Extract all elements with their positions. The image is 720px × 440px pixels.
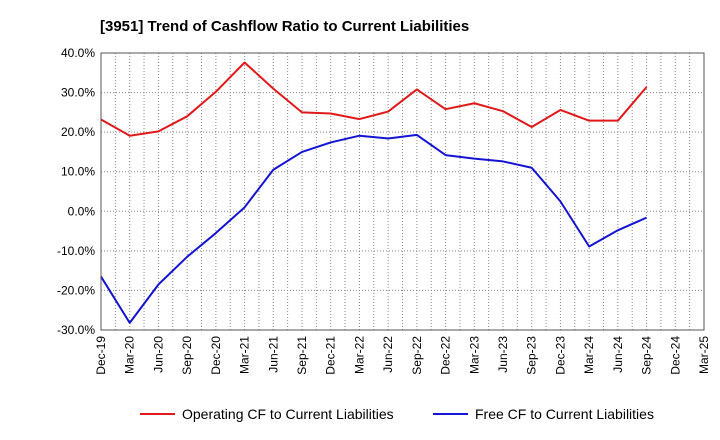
y-tick-label: 40.0%: [61, 46, 95, 60]
y-tick-label: -20.0%: [57, 283, 95, 297]
x-tick-label: Dec-21: [324, 336, 338, 375]
x-axis-ticks: Dec-19 Mar-20 Jun-20 Sep-20 Dec-20 Mar-21 Jun-…: [94, 336, 711, 375]
x-tick-label: Dec-20: [209, 336, 223, 375]
x-tick-label: Mar-23: [467, 336, 481, 374]
y-tick-label: -10.0%: [57, 244, 95, 258]
x-tick-label: Mar-24: [582, 336, 596, 374]
y-tick-label: 20.0%: [61, 125, 95, 139]
grid-lines: [100, 52, 705, 331]
x-tick-label: Jun-24: [611, 336, 625, 373]
series-lines: [100, 61, 648, 324]
y-tick-label: 0.0%: [68, 204, 96, 218]
x-tick-label: Sep-24: [640, 336, 654, 375]
x-tick-label: Mar-25: [697, 336, 711, 374]
plot-frame: [100, 52, 705, 331]
x-tick-label: Mar-21: [238, 336, 252, 374]
series-line-2: [100, 133, 647, 324]
x-tick-label: Sep-20: [180, 336, 194, 375]
legend-label-2: Free CF to Current Liabilities: [475, 406, 654, 422]
x-tick-label: Jun-22: [381, 336, 395, 373]
series-line-1: [100, 61, 648, 137]
legend: Operating CF to Current Liabilities Free …: [140, 406, 654, 422]
x-tick-label: Dec-22: [439, 336, 453, 375]
y-tick-label: -30.0%: [57, 323, 95, 337]
x-tick-label: Sep-21: [295, 336, 309, 375]
legend-label-1: Operating CF to Current Liabilities: [182, 406, 394, 422]
x-tick-label: Mar-22: [352, 336, 366, 374]
x-tick-label: Jun-20: [151, 336, 165, 373]
x-tick-label: Sep-23: [525, 336, 539, 375]
x-tick-label: Dec-23: [553, 336, 567, 375]
y-axis-ticks: 40.0% 30.0% 20.0% 10.0% 0.0% -10.0% -20.0% -30.…: [57, 46, 95, 337]
y-tick-label: 30.0%: [61, 86, 95, 100]
x-tick-label: Sep-22: [410, 336, 424, 375]
chart-title: [3951] Trend of Cashflow Ratio to Curren…: [100, 18, 469, 35]
x-tick-label: Jun-21: [266, 336, 280, 373]
y-tick-label: 10.0%: [61, 165, 95, 179]
x-tick-label: Jun-23: [496, 336, 510, 373]
x-tick-label: Dec-19: [94, 336, 108, 375]
x-tick-label: Dec-24: [668, 336, 682, 375]
x-tick-label: Mar-20: [123, 336, 137, 374]
